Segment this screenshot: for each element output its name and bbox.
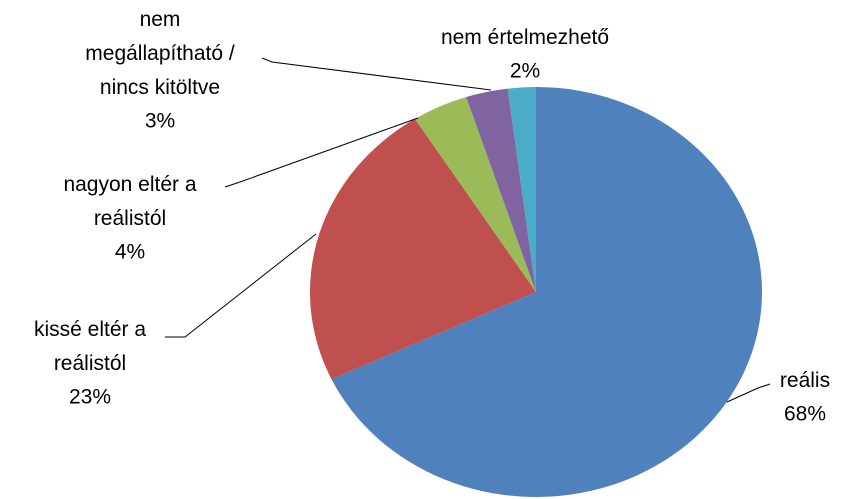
category-label: nem értelmezhető [441, 26, 609, 49]
leader-line [224, 117, 419, 188]
category-label: kissé eltér a reálistól [34, 318, 146, 375]
leader-line [165, 233, 317, 338]
pie-slice [414, 97, 536, 292]
label-line: kissé eltér a [34, 318, 146, 341]
label-line: nem [140, 8, 181, 31]
category-label: nagyon eltér a reálistól [63, 173, 196, 230]
label-line: nincs kitöltve [100, 76, 220, 99]
category-label: nem megállapítható / nincs kitöltve [85, 8, 235, 99]
label-line: reálistól [54, 352, 126, 375]
pie-slice [507, 87, 536, 292]
data-label: 3% [145, 110, 175, 133]
label-line: nagyon eltér a [63, 173, 196, 196]
label-line: megállapítható / [85, 42, 235, 65]
pie-slice [331, 87, 763, 497]
label-line: reális [780, 369, 830, 392]
label-line: nem értelmezhető [441, 26, 609, 49]
data-label: 2% [510, 60, 540, 83]
pie-slice [309, 118, 536, 380]
leader-line [726, 383, 771, 403]
data-label: 4% [115, 241, 145, 264]
data-label: 23% [69, 386, 111, 409]
leader-line [261, 57, 492, 91]
data-label: 68% [784, 403, 826, 426]
pie-slice [466, 88, 536, 292]
label-line: reálistól [94, 207, 166, 230]
category-label: reális [780, 369, 830, 392]
